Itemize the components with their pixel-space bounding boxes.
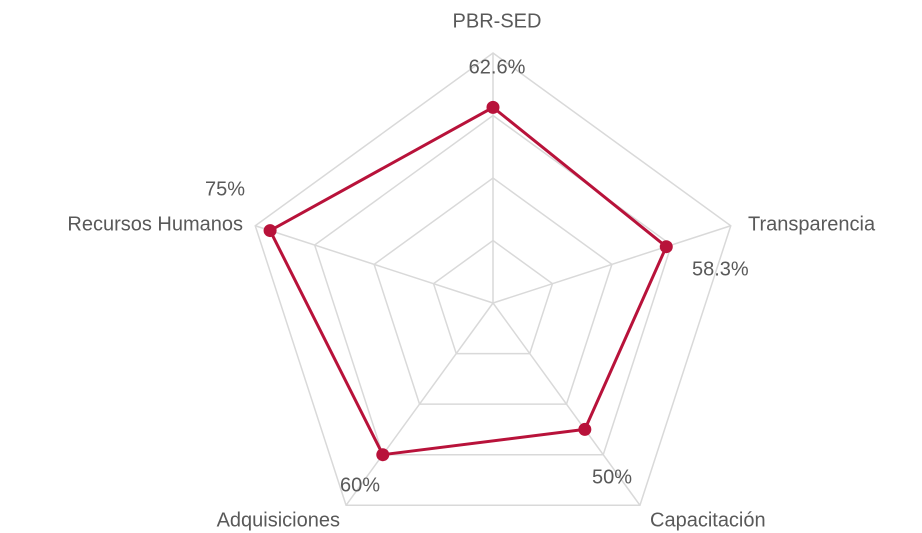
category-label: Recursos Humanos bbox=[67, 213, 243, 235]
spoke bbox=[345, 302, 494, 506]
data-point bbox=[659, 240, 673, 254]
data-point bbox=[486, 100, 500, 114]
grid-ring bbox=[254, 52, 732, 507]
category-label: Transparencia bbox=[748, 213, 876, 235]
grid-ring bbox=[373, 177, 613, 405]
value-label: 58.3% bbox=[692, 258, 749, 280]
data-point bbox=[578, 422, 592, 436]
value-label: 75% bbox=[205, 178, 245, 200]
grid-ring bbox=[313, 114, 673, 456]
category-label: Adquisiciones bbox=[217, 509, 340, 531]
data-point bbox=[376, 448, 390, 462]
grid-ring bbox=[432, 239, 554, 355]
spoke bbox=[492, 225, 731, 304]
data-line bbox=[268, 105, 669, 457]
value-label: 60% bbox=[340, 474, 380, 496]
category-label: PBR-SED bbox=[453, 10, 542, 32]
data-point bbox=[263, 224, 277, 238]
spoke bbox=[255, 225, 494, 304]
spoke bbox=[492, 302, 641, 506]
value-label: 62.6% bbox=[469, 56, 526, 78]
value-label: 50% bbox=[592, 466, 632, 488]
category-label: Capacitación bbox=[650, 509, 766, 531]
